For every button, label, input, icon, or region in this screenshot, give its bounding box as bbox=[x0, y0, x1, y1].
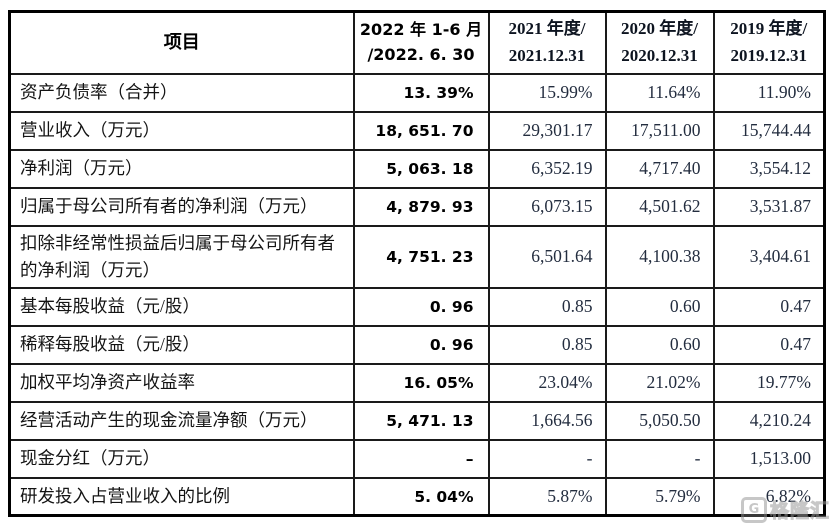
table-row: 资产负债率（合并） 13. 39% 15.99% 11.64% 11.90% bbox=[8, 72, 826, 113]
gelonghui-watermark-text: 格隆汇 bbox=[769, 500, 831, 523]
value-cell: 0. 96 bbox=[352, 324, 490, 365]
row-label-cell: 经营活动产生的现金流量净额（万元） bbox=[8, 400, 355, 441]
table-row: 净利润（万元） 5, 063. 18 6,352.19 4,717.40 3,554.1… bbox=[8, 148, 826, 189]
value-cell: 29,301.17 bbox=[487, 110, 607, 151]
table-row: 现金分红（万元） – - -1,513.00 bbox=[8, 438, 826, 479]
value-cell: - bbox=[487, 438, 607, 479]
table-row: 基本每股收益（元/股） 0. 96 0.85 0.60 0.47 bbox=[8, 286, 826, 327]
gelonghui-watermark: G 格隆汇 bbox=[741, 496, 830, 523]
value-cell: 6,352.19 bbox=[487, 148, 607, 189]
value-cell: 4,210.24 bbox=[712, 400, 826, 441]
row-label-cell: 净利润（万元） bbox=[8, 148, 355, 189]
table-row: 稀释每股收益（元/股） 0. 96 0.85 0.60 0.47 bbox=[8, 324, 826, 365]
column-header-2020: 2020 年度/ 2020.12.31 bbox=[604, 10, 715, 75]
value-cell: 3,404.61 bbox=[712, 224, 826, 289]
value-cell: 0. 96 bbox=[352, 286, 490, 327]
value-cell: 0.47 bbox=[712, 324, 826, 365]
row-label-cell: 现金分红（万元） bbox=[8, 438, 355, 479]
value-cell: – bbox=[352, 438, 490, 479]
value-cell: 15.99% bbox=[487, 72, 607, 113]
value-cell: 0.85 bbox=[487, 286, 607, 327]
value-cell: 5, 063. 18 bbox=[352, 148, 490, 189]
value-cell: 0.60 bbox=[604, 286, 715, 327]
column-header-2021: 2021 年度/ 2021.12.31 bbox=[487, 10, 607, 75]
row-label-cell: 营业收入（万元） bbox=[8, 110, 355, 151]
value-cell: 15,744.44 bbox=[712, 110, 826, 151]
financial-summary-table-wrap: 项目 2022 年 1-6 月 /2022. 6. 30 2021 年度/ 20… bbox=[8, 10, 826, 518]
row-label-cell: 基本每股收益（元/股） bbox=[8, 286, 355, 327]
value-cell: 0.85 bbox=[487, 324, 607, 365]
value-cell: 0.60 bbox=[604, 324, 715, 365]
value-cell: 3,554.12 bbox=[712, 148, 826, 189]
column-header-2022-h1: 2022 年 1-6 月 /2022. 6. 30 bbox=[352, 10, 490, 75]
value-cell: 16. 05% bbox=[352, 362, 490, 403]
value-cell: 6,073.15 bbox=[487, 186, 607, 227]
value-cell: 11.90% bbox=[712, 72, 826, 113]
table-row: 经营活动产生的现金流量净额（万元） 5, 471. 13 1,664.56 5,050… bbox=[8, 400, 826, 441]
value-cell: 5. 04% bbox=[352, 476, 490, 517]
table-row: 加权平均净资产收益率 16. 05% 23.04% 21.02% 19.77% bbox=[8, 362, 826, 403]
row-label-cell: 研发投入占营业收入的比例 bbox=[8, 476, 355, 517]
column-header-item: 项目 bbox=[8, 10, 355, 75]
value-cell: 5, 471. 13 bbox=[352, 400, 490, 441]
value-cell: 19.77% bbox=[712, 362, 826, 403]
value-cell: 1,513.00 bbox=[712, 438, 826, 479]
value-cell: 13. 39% bbox=[352, 72, 490, 113]
value-cell: 21.02% bbox=[604, 362, 715, 403]
value-cell: 4,717.40 bbox=[604, 148, 715, 189]
value-cell: 6.82% bbox=[712, 476, 826, 517]
table-row: 扣除非经常性损益后归属于母公司所有者的净利润（万元） 4, 751. 23 6,50… bbox=[8, 224, 826, 289]
value-cell: - bbox=[604, 438, 715, 479]
value-cell: 4,100.38 bbox=[604, 224, 715, 289]
row-label-cell: 加权平均净资产收益率 bbox=[8, 362, 355, 403]
value-cell: 17,511.00 bbox=[604, 110, 715, 151]
column-header-2019: 2019 年度/ 2019.12.31 bbox=[712, 10, 826, 75]
gelonghui-logo-icon: G bbox=[741, 496, 767, 523]
value-cell: 5,050.50 bbox=[604, 400, 715, 441]
table-row: 营业收入（万元） 18, 651. 70 29,301.17 17,511.00 15,… bbox=[8, 110, 826, 151]
value-cell: 18, 651. 70 bbox=[352, 110, 490, 151]
value-cell: 6,501.64 bbox=[487, 224, 607, 289]
table-row: 归属于母公司所有者的净利润（万元） 4, 879. 93 6,073.15 4,501… bbox=[8, 186, 826, 227]
value-cell: 23.04% bbox=[487, 362, 607, 403]
value-cell: 4, 751. 23 bbox=[352, 224, 490, 289]
row-label-cell: 扣除非经常性损益后归属于母公司所有者的净利润（万元） bbox=[8, 224, 355, 289]
row-label-cell: 稀释每股收益（元/股） bbox=[8, 324, 355, 365]
value-cell: 5.87% bbox=[487, 476, 607, 517]
value-cell: 1,664.56 bbox=[487, 400, 607, 441]
value-cell: 11.64% bbox=[604, 72, 715, 113]
table-row: 研发投入占营业收入的比例 5. 04% 5.87% 5.79% 6.82% bbox=[8, 476, 826, 517]
row-label-cell: 资产负债率（合并） bbox=[8, 72, 355, 113]
row-label-cell: 归属于母公司所有者的净利润（万元） bbox=[8, 186, 355, 227]
value-cell: 4, 879. 93 bbox=[352, 186, 490, 227]
value-cell: 0.47 bbox=[712, 286, 826, 327]
value-cell: 5.79% bbox=[604, 476, 715, 517]
financial-summary-table: 项目 2022 年 1-6 月 /2022. 6. 30 2021 年度/ 20… bbox=[8, 10, 826, 518]
value-cell: 3,531.87 bbox=[712, 186, 826, 227]
value-cell: 4,501.62 bbox=[604, 186, 715, 227]
header-row: 项目 2022 年 1-6 月 /2022. 6. 30 2021 年度/ 20… bbox=[8, 10, 826, 75]
